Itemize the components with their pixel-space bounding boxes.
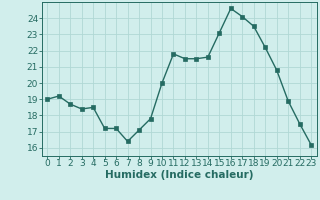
X-axis label: Humidex (Indice chaleur): Humidex (Indice chaleur) (105, 170, 253, 180)
